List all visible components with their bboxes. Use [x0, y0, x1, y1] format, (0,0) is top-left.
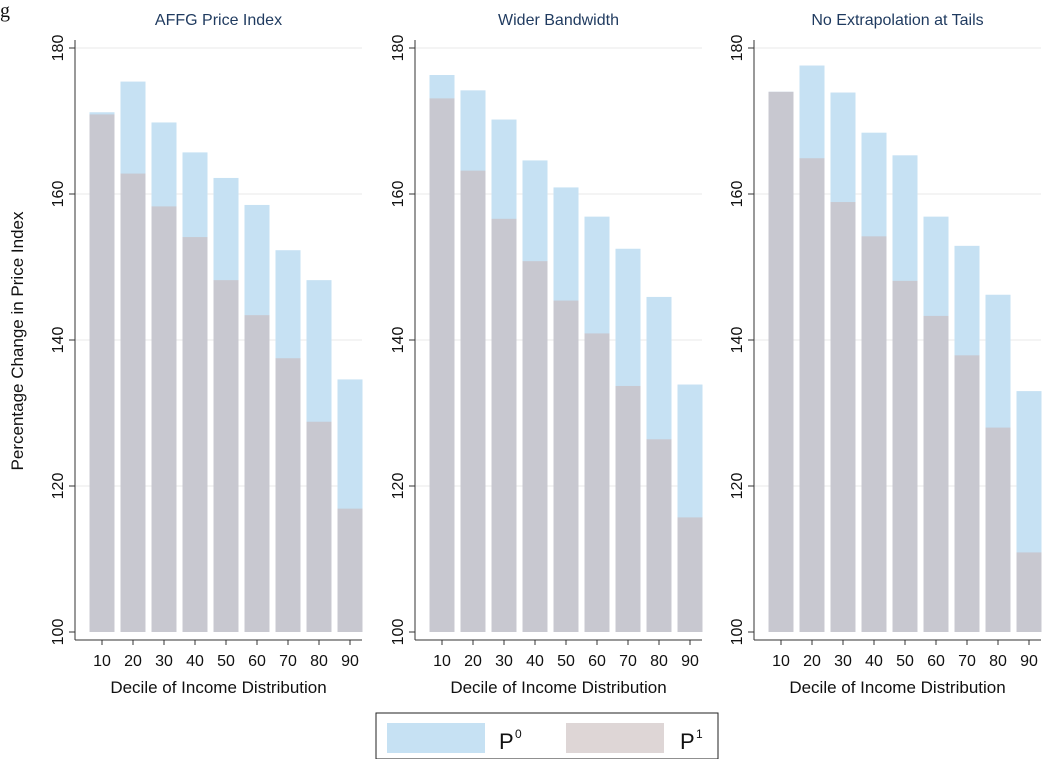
x-tick-label: 30: [495, 653, 513, 670]
y-tick-label: 100: [390, 619, 407, 646]
x-tick-label: 70: [958, 653, 976, 670]
x-tick-label: 10: [772, 653, 790, 670]
bar-p1: [491, 218, 517, 632]
bar-p1: [213, 280, 239, 632]
x-tick-label: 40: [186, 653, 204, 670]
y-tick-label: 180: [50, 35, 67, 62]
bar-p1: [429, 98, 455, 633]
bar-p1: [768, 91, 794, 633]
x-tick-label: 20: [803, 653, 821, 670]
y-tick-label: 160: [390, 181, 407, 208]
x-tick-label: 90: [341, 653, 359, 670]
y-tick-label: 180: [390, 35, 407, 62]
x-tick-label: 10: [93, 653, 111, 670]
figure-caption-fragment: g: [0, 0, 10, 22]
legend-swatch-p1: [566, 723, 664, 753]
x-tick-label: 50: [896, 653, 914, 670]
y-tick-label: 120: [729, 473, 746, 500]
bar-p1: [337, 508, 363, 632]
panel-title: AFFG Price Index: [155, 12, 282, 29]
y-tick-label: 120: [390, 473, 407, 500]
y-tick-label: 100: [50, 619, 67, 646]
x-tick-label: 10: [433, 653, 451, 670]
x-tick-label: 20: [464, 653, 482, 670]
bar-p1: [584, 333, 610, 632]
bar-p1: [646, 439, 672, 632]
legend-label-superscript: 1: [696, 727, 703, 741]
x-axis-title: Decile of Income Distribution: [110, 678, 326, 697]
x-tick-label: 90: [681, 653, 699, 670]
x-tick-label: 50: [557, 653, 575, 670]
bar-p1: [830, 202, 856, 632]
bar-p1: [923, 315, 949, 632]
x-tick-label: 60: [927, 653, 945, 670]
legend-label-superscript: 0: [515, 727, 522, 741]
bar-p1: [89, 114, 115, 633]
bar-p1: [120, 173, 146, 632]
bar-p1: [954, 355, 980, 632]
bar-p1: [677, 517, 703, 632]
x-axis-title: Decile of Income Distribution: [450, 678, 666, 697]
y-tick-label: 100: [729, 619, 746, 646]
x-tick-label: 90: [1020, 653, 1038, 670]
bar-p1: [275, 358, 301, 632]
bar-p1: [306, 421, 332, 632]
x-tick-label: 40: [526, 653, 544, 670]
x-tick-label: 60: [588, 653, 606, 670]
y-axis-title: Percentage Change in Price Index: [8, 211, 27, 470]
y-tick-label: 140: [50, 327, 67, 354]
bar-p1: [553, 300, 579, 632]
bar-p1: [244, 315, 270, 632]
x-tick-label: 60: [248, 653, 266, 670]
x-tick-label: 70: [619, 653, 637, 670]
bar-p1: [861, 236, 887, 632]
x-tick-label: 80: [989, 653, 1007, 670]
y-tick-label: 140: [390, 327, 407, 354]
bar-p1: [460, 170, 486, 632]
x-tick-label: 30: [155, 653, 173, 670]
x-tick-label: 80: [310, 653, 328, 670]
bar-p1: [799, 158, 825, 633]
x-tick-label: 40: [865, 653, 883, 670]
x-tick-label: 50: [217, 653, 235, 670]
x-tick-label: 70: [279, 653, 297, 670]
x-axis-title: Decile of Income Distribution: [789, 678, 1005, 697]
bar-p1: [1016, 552, 1042, 632]
bar-p1: [615, 385, 641, 632]
x-tick-label: 80: [650, 653, 668, 670]
legend-label-base: P: [499, 729, 514, 754]
y-tick-label: 160: [50, 181, 67, 208]
panel-title: No Extrapolation at Tails: [811, 12, 983, 29]
legend-swatch-p0: [387, 723, 485, 753]
legend-label-base: P: [680, 729, 695, 754]
x-tick-label: 30: [834, 653, 852, 670]
y-tick-label: 140: [729, 327, 746, 354]
bar-p1: [522, 261, 548, 632]
y-tick-label: 120: [50, 473, 67, 500]
x-tick-label: 20: [124, 653, 142, 670]
y-tick-label: 180: [729, 35, 746, 62]
bar-p1: [182, 237, 208, 632]
y-tick-label: 160: [729, 181, 746, 208]
bar-p1: [151, 206, 177, 632]
bar-p1: [985, 427, 1011, 632]
bar-p1: [892, 280, 918, 632]
panel-title: Wider Bandwidth: [498, 12, 619, 29]
